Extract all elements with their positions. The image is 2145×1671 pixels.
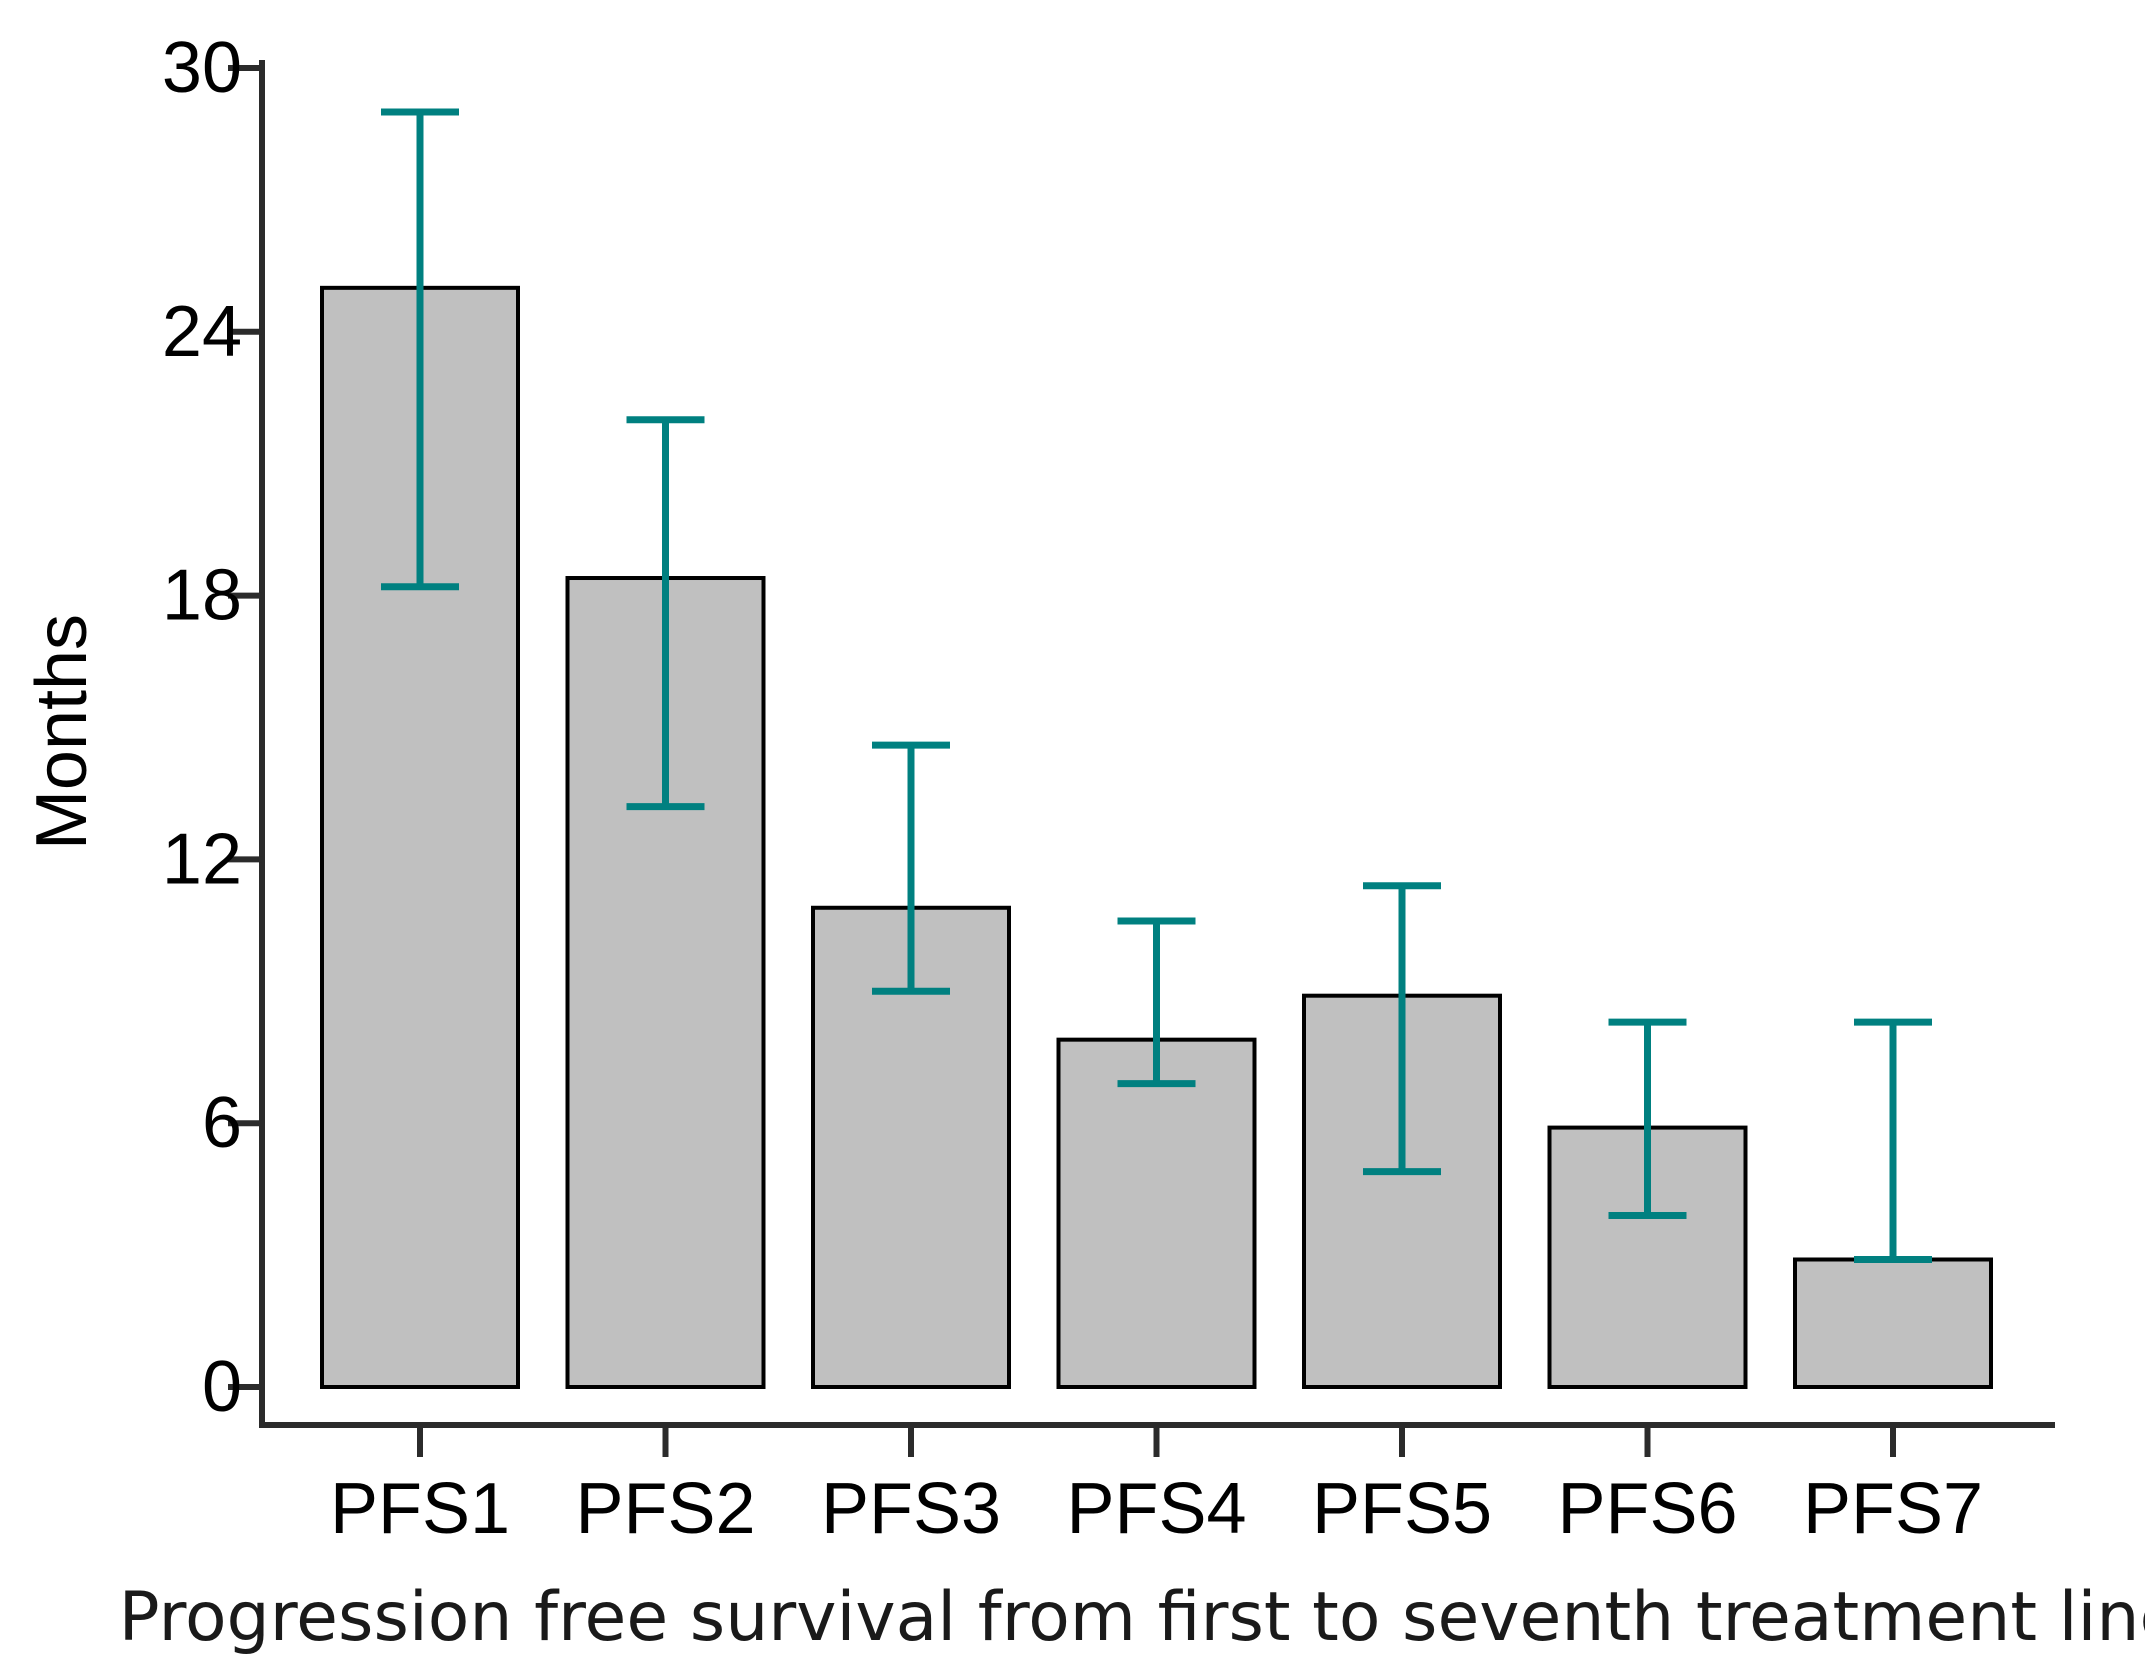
bar-pfs4 — [1056, 1037, 1257, 1389]
error-bars — [381, 108, 1932, 1263]
labels: 0 6 12 18 24 30 PFS1 PFS2 PFS3 PFS4 PFS5 PFS6 PFS7 — [162, 28, 1983, 1549]
x-tick-label: PFS6 — [1557, 1469, 1737, 1549]
x-tick-label: PFS3 — [821, 1469, 1001, 1549]
y-axis-title: Months — [22, 614, 102, 850]
y-tick-label: 18 — [162, 556, 242, 636]
x-tick-label: PFS2 — [575, 1469, 755, 1549]
y-tick-label: 24 — [162, 292, 242, 372]
y-tick-label: 6 — [202, 1083, 242, 1163]
x-axis-title: Progression free survival from first to … — [119, 1578, 2145, 1657]
bar-pfs7 — [1793, 1257, 1993, 1390]
x-tick-label: PFS4 — [1066, 1469, 1246, 1549]
axes — [228, 60, 2055, 1457]
bars — [320, 285, 1993, 1390]
x-tick-label: PFS7 — [1803, 1469, 1983, 1549]
x-tick-label: PFS5 — [1312, 1469, 1492, 1549]
y-tick-label: 0 — [202, 1347, 242, 1427]
y-tick-label: 30 — [162, 28, 242, 108]
x-tick-label: PFS1 — [330, 1469, 510, 1549]
y-tick-label: 12 — [162, 819, 242, 899]
